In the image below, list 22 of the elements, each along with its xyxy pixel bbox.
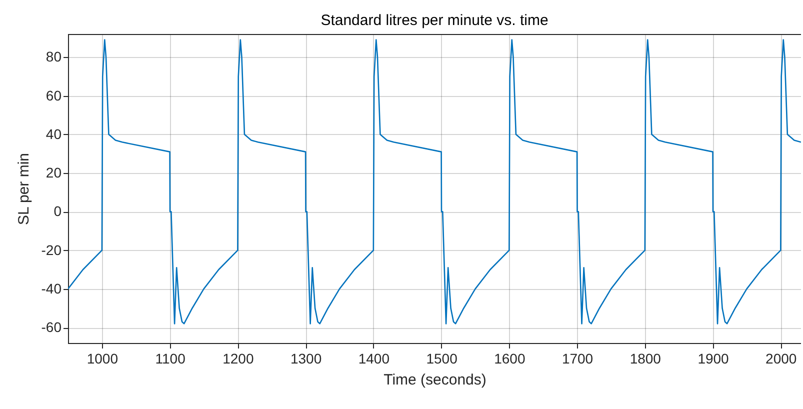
x-tick-label: 1100 [155, 350, 186, 366]
x-tick-label: 1500 [426, 350, 458, 366]
chart-title: Standard litres per minute vs. time [320, 12, 548, 29]
y-tick-label: -60 [41, 319, 62, 336]
y-tick-label: 60 [46, 87, 62, 104]
x-tick-label: 1200 [222, 350, 254, 366]
y-tick-label: -40 [41, 280, 62, 296]
x-tick-label: 1700 [562, 350, 594, 366]
x-tick-label: 1600 [494, 350, 526, 366]
y-axis-title: SL per min [15, 153, 32, 225]
y-tick-label: -20 [41, 242, 62, 258]
y-tick-label: 0 [54, 203, 62, 220]
x-tick-label: 1000 [86, 350, 118, 366]
x-tick-label: 1900 [698, 350, 730, 366]
x-axis-title: Time (seconds) [384, 372, 486, 388]
y-tick-label: 40 [46, 126, 62, 142]
x-tick-label: 1300 [290, 350, 322, 366]
x-tick-label: 2000 [766, 350, 797, 366]
y-tick-label: 20 [46, 164, 62, 181]
x-tick-label: 1400 [358, 350, 390, 366]
y-tick-label: 80 [46, 48, 62, 65]
x-tick-label: 1800 [630, 350, 662, 366]
